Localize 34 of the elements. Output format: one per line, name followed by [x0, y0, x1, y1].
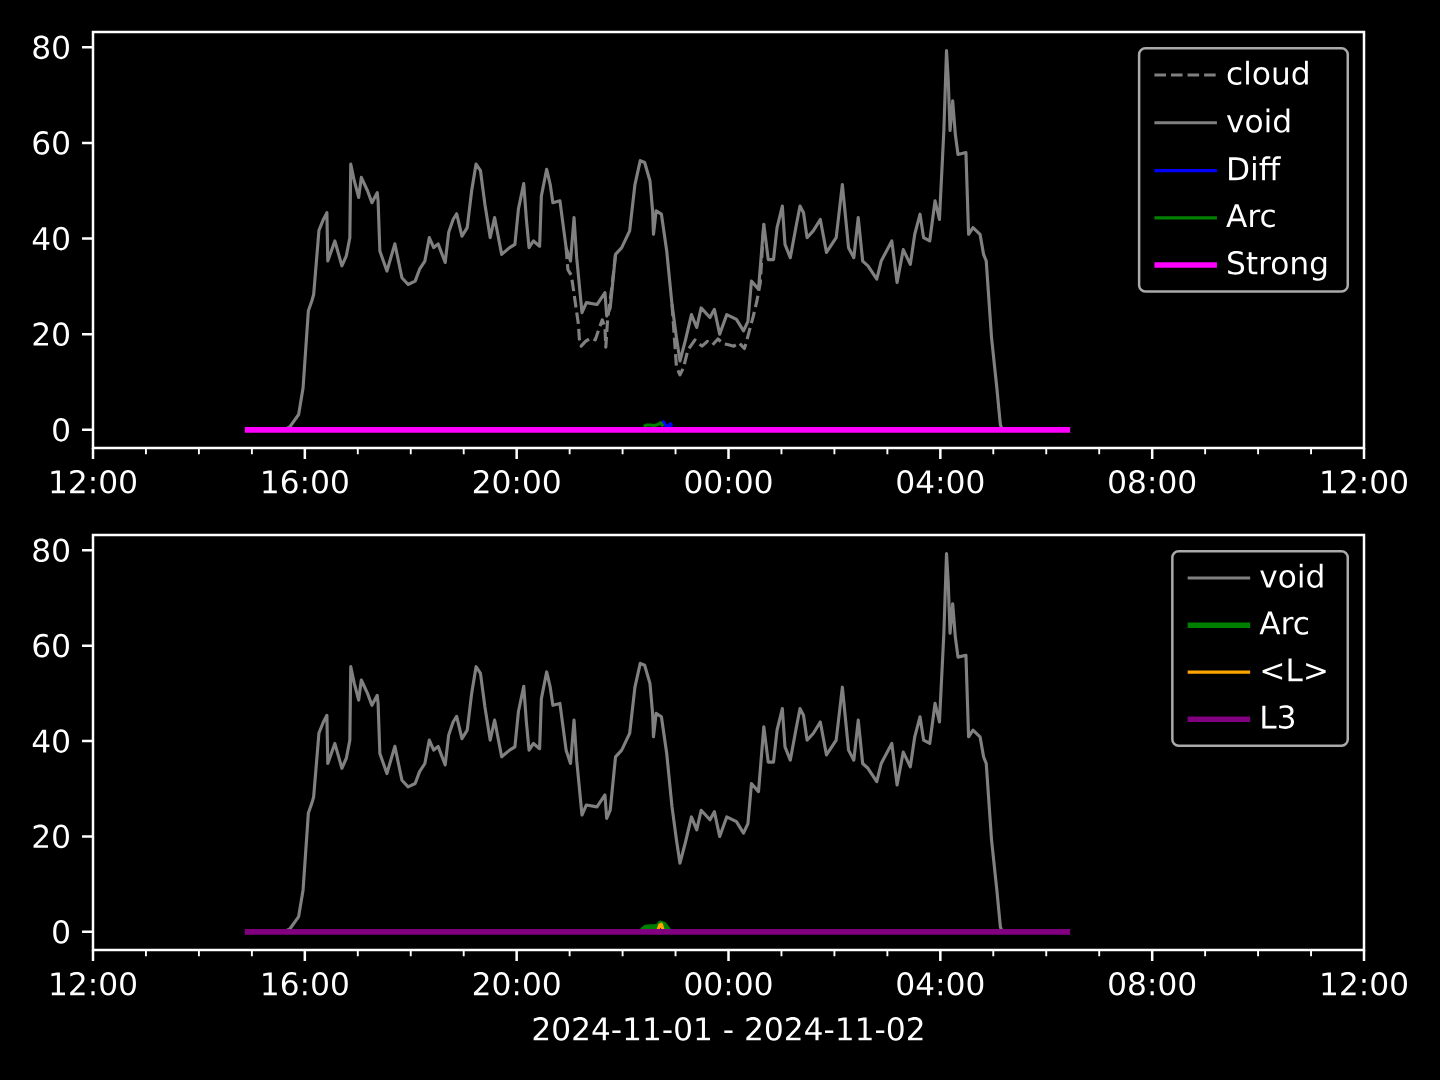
legend-label: Strong [1228, 251, 1327, 281]
y-tick-label: 80 [33, 538, 69, 563]
y-tick-label: 60 [33, 131, 69, 155]
x-tick-label: 12:00 [51, 971, 136, 996]
x-axis-title: 2024-11-01 - 2024-11-02 [533, 1017, 923, 1041]
y-tick-label: 0 [53, 417, 69, 442]
legend-label: <L> [1262, 658, 1326, 682]
x-tick-label: 00:00 [685, 469, 772, 494]
x-tick-label: 04:00 [897, 469, 984, 494]
x-tick-label: 04:00 [897, 971, 984, 996]
y-tick-label: 20 [33, 824, 69, 849]
x-tick-label: 12:00 [1322, 469, 1407, 494]
legend-label: Diff [1229, 156, 1281, 181]
x-tick-label: 20:00 [473, 971, 560, 996]
x-tick-label: 12:00 [1322, 971, 1407, 996]
x-tick-label: 08:00 [1109, 469, 1196, 494]
y-tick-label: 20 [33, 322, 69, 347]
y-tick-label: 40 [32, 226, 69, 251]
legend-label: void [1226, 108, 1290, 133]
x-tick-label: 12:00 [51, 469, 136, 494]
y-tick-label: 0 [53, 920, 69, 944]
legend-label: Arc [1259, 611, 1308, 635]
x-tick-label: 16:00 [263, 469, 348, 494]
x-tick-label: 16:00 [263, 971, 348, 996]
y-tick-label: 40 [32, 729, 69, 753]
x-tick-label: 00:00 [685, 971, 772, 996]
y-tick-label: 60 [33, 633, 69, 658]
legend-label: L3 [1262, 705, 1295, 729]
x-tick-label: 08:00 [1109, 971, 1196, 996]
y-tick-label: 80 [33, 35, 69, 60]
legend-label: Arc [1226, 204, 1275, 228]
legend-label: cloud [1227, 60, 1308, 85]
legend-label: void [1260, 563, 1323, 588]
x-tick-label: 20:00 [473, 469, 560, 494]
